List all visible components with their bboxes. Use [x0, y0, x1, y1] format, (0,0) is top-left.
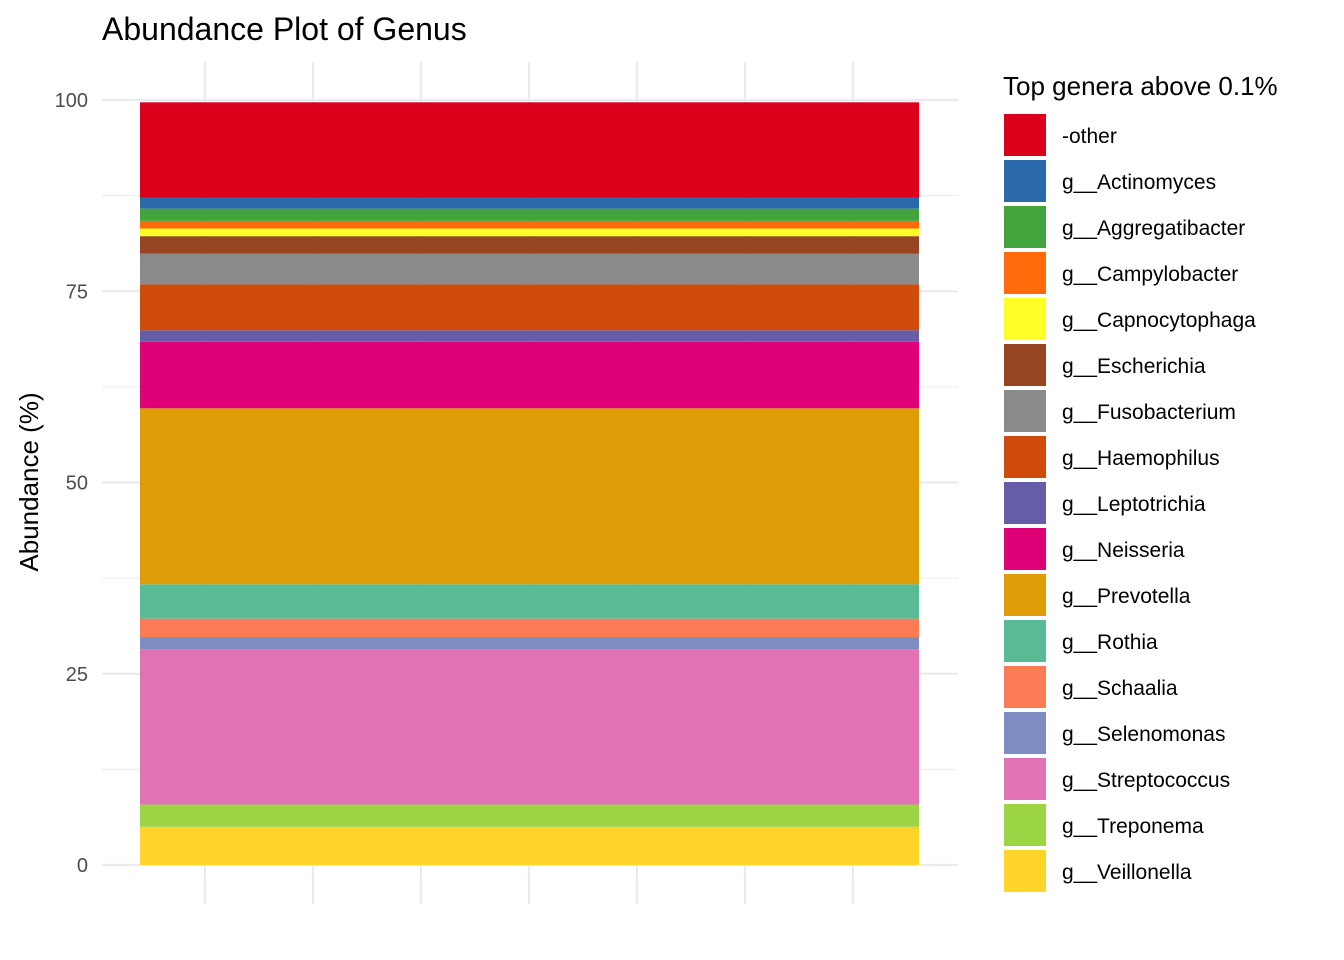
bar-segment-schaalia	[140, 618, 919, 638]
bar-segment-veillonella	[140, 826, 919, 865]
bar-segment-actinomyces	[140, 197, 919, 209]
legend-label: g__Actinomyces	[1062, 171, 1216, 194]
bar-segment-campylobacter	[140, 220, 919, 229]
chart-title: Abundance Plot of Genus	[102, 11, 467, 47]
legend-label: g__Haemophilus	[1062, 447, 1220, 470]
legend-label: g__Fusobacterium	[1062, 401, 1236, 424]
legend-swatch	[1004, 114, 1046, 156]
y-axis-label: Abundance (%)	[14, 392, 44, 571]
bar-segment-treponema	[140, 804, 919, 827]
bar-segment-leptotrichia	[140, 330, 919, 342]
legend: -other g__Actinomyces g__Aggregatibacter g_…	[1004, 114, 1256, 892]
bar-segment-haemophilus	[140, 284, 919, 331]
legend-swatch	[1004, 620, 1046, 662]
legend-label: g__Leptotrichia	[1062, 493, 1206, 516]
legend-title: Top genera above 0.1%	[1003, 71, 1278, 101]
legend-swatch	[1004, 666, 1046, 708]
y-tick-label: 100	[55, 90, 88, 112]
legend-label: g__Neisseria	[1062, 539, 1185, 562]
y-axis-ticks: 0 25 50 75 100	[55, 90, 88, 877]
legend-swatch	[1004, 252, 1046, 294]
legend-swatch	[1004, 344, 1046, 386]
bar-segment-rothia	[140, 584, 919, 619]
legend-swatch	[1004, 574, 1046, 616]
legend-label: g__Prevotella	[1062, 585, 1191, 608]
legend-label: g__Rothia	[1062, 631, 1158, 654]
legend-label: g__Veillonella	[1062, 861, 1192, 884]
legend-label: g__Selenomonas	[1062, 723, 1225, 746]
y-tick-label: 50	[66, 473, 88, 495]
legend-label: g__Aggregatibacter	[1062, 217, 1245, 240]
stacked-bar	[140, 102, 919, 865]
bar-segment-capnocytophaga	[140, 228, 919, 237]
legend-label: g__Streptococcus	[1062, 769, 1230, 792]
y-tick-label: 75	[66, 281, 88, 303]
legend-label: g__Treponema	[1062, 815, 1204, 838]
bar-segment-prevotella	[140, 408, 919, 585]
bar-segment-streptococcus	[140, 649, 919, 805]
legend-swatch	[1004, 528, 1046, 570]
legend-swatch	[1004, 206, 1046, 248]
bar-segment-other	[140, 102, 919, 198]
legend-label: g__Escherichia	[1062, 355, 1206, 378]
bar-segment-aggregatibacter	[140, 208, 919, 221]
legend-label: g__Campylobacter	[1062, 263, 1238, 286]
legend-swatch	[1004, 804, 1046, 846]
legend-label: g__Capnocytophaga	[1062, 309, 1256, 332]
y-tick-label: 0	[77, 855, 88, 877]
legend-swatch	[1004, 298, 1046, 340]
bar-segment-neisseria	[140, 341, 919, 409]
legend-swatch	[1004, 482, 1046, 524]
bar-segment-selenomonas	[140, 637, 919, 650]
legend-swatch	[1004, 712, 1046, 754]
legend-label: g__Schaalia	[1062, 677, 1178, 700]
legend-swatch	[1004, 436, 1046, 478]
legend-swatch	[1004, 390, 1046, 432]
legend-swatch	[1004, 160, 1046, 202]
legend-swatch	[1004, 850, 1046, 892]
bar-segment-fusobacterium	[140, 253, 919, 285]
legend-swatch	[1004, 758, 1046, 800]
bar-segment-escherichia	[140, 236, 919, 254]
y-tick-label: 25	[66, 664, 88, 686]
legend-label: -other	[1062, 125, 1117, 148]
